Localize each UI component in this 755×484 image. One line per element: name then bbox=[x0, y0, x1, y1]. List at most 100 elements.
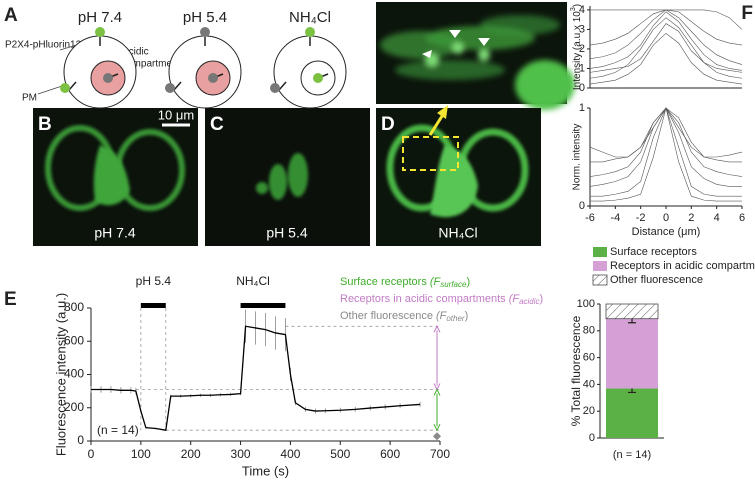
legend-close: ) bbox=[540, 293, 544, 305]
legend-swatch bbox=[592, 274, 608, 286]
receptor-stem bbox=[278, 81, 287, 91]
legend-label: Surface receptors bbox=[610, 246, 697, 258]
micrograph-ph54 bbox=[205, 108, 370, 246]
y-tick-label: 200 bbox=[64, 400, 84, 414]
x-tick-label: 0 bbox=[663, 212, 669, 224]
y-tick-label: 600 bbox=[64, 333, 84, 347]
y-tick-label: 4 bbox=[579, 4, 585, 16]
y-tick-label: 2 bbox=[579, 43, 585, 55]
x-tick-label: 600 bbox=[380, 447, 400, 461]
compartment-label: Acidic bbox=[122, 47, 149, 58]
axis bbox=[589, 108, 742, 207]
legend-entry: Surface receptors (Fsurface) bbox=[340, 276, 470, 289]
y-axis-label: Intensity (a.u x 103) bbox=[570, 4, 583, 90]
x-tick-label: 400 bbox=[280, 447, 300, 461]
image-caption: NH₄Cl bbox=[438, 225, 477, 241]
axis bbox=[589, 6, 742, 89]
receptor-stem bbox=[173, 81, 182, 91]
y-axis-label-sup: 3 bbox=[570, 7, 577, 11]
legend-entry: Other fluorescence (Fother) bbox=[340, 310, 468, 323]
y-tick-label: 400 bbox=[64, 367, 84, 381]
x-tick-label: 6 bbox=[739, 212, 745, 224]
legend-entry: Receptors in acidic compartments (Facidic… bbox=[340, 293, 543, 306]
receptor bbox=[103, 73, 113, 83]
profile-trace bbox=[589, 23, 743, 73]
panel-label: D bbox=[381, 114, 395, 135]
y-tick-label: 3 bbox=[579, 23, 585, 35]
membrane-label: PM bbox=[22, 93, 37, 104]
x-axis-label: Time (s) bbox=[242, 463, 289, 478]
x-tick-label: 700 bbox=[430, 447, 450, 461]
profile-trace bbox=[589, 11, 743, 71]
y-tick-label: 0 bbox=[579, 200, 585, 212]
panel-label: B bbox=[38, 114, 52, 135]
receptor bbox=[305, 27, 315, 37]
receptor-stem bbox=[68, 81, 77, 91]
condition-title: pH 5.4 bbox=[183, 9, 227, 26]
profile-trace bbox=[590, 107, 742, 163]
x-tick-label: -6 bbox=[585, 212, 595, 224]
guide-line bbox=[135, 308, 440, 431]
bar-segment bbox=[605, 303, 659, 320]
micrograph-ph74 bbox=[33, 108, 198, 246]
receptor bbox=[313, 73, 323, 83]
panel-label: E bbox=[4, 289, 17, 310]
receptor bbox=[165, 83, 175, 93]
bar-segment bbox=[606, 388, 658, 438]
y-tick-label: 1 bbox=[579, 62, 585, 74]
x-tick-label: 500 bbox=[330, 447, 350, 461]
y-axis-label: % Total fluorescence bbox=[569, 315, 583, 426]
x-tick-label: 4 bbox=[714, 212, 720, 224]
legend-label: Receptors in acidic compartments bbox=[610, 260, 755, 272]
image-caption: pH 5.4 bbox=[266, 225, 307, 241]
y-tick-label: 0 bbox=[77, 433, 84, 447]
x-tick-label: 200 bbox=[181, 447, 201, 461]
micrograph-zoom bbox=[376, 2, 575, 110]
legend-symbol: (F bbox=[430, 276, 442, 288]
trace bbox=[91, 325, 421, 431]
x-tick-label: 300 bbox=[231, 447, 251, 461]
y-axis-label: Norm. intensity bbox=[572, 124, 583, 191]
receptor-label: P2X4-pHluorin123 bbox=[5, 40, 87, 51]
x-tick-label: 100 bbox=[131, 447, 151, 461]
legend-label: Other fluorescence bbox=[610, 274, 703, 286]
profile-trace bbox=[589, 107, 743, 158]
panel-label: F bbox=[741, 3, 753, 24]
profile-trace bbox=[590, 9, 743, 30]
legend-close: ) bbox=[466, 276, 470, 288]
other-marker bbox=[433, 432, 441, 441]
legend-label: Other fluorescence bbox=[340, 310, 433, 322]
legend-close: ) bbox=[465, 310, 469, 322]
panel-label: C bbox=[210, 114, 224, 135]
y-tick-label: 800 bbox=[64, 300, 84, 314]
annotation: (n = 14) bbox=[613, 449, 651, 461]
micrograph-nh4cl bbox=[376, 105, 541, 246]
legend-label: Surface receptors bbox=[340, 276, 427, 288]
condition-title: pH 7.4 bbox=[78, 9, 122, 26]
profile-trace bbox=[589, 107, 743, 177]
annotation: (n = 14) bbox=[97, 423, 139, 437]
arrow-head bbox=[433, 388, 441, 432]
profile-trace bbox=[589, 32, 743, 85]
treatment-bar bbox=[140, 303, 166, 308]
legend-symbol: (F bbox=[436, 310, 448, 322]
y-tick-label: 100 bbox=[577, 298, 595, 310]
receptor bbox=[60, 83, 70, 93]
x-tick-label: -4 bbox=[610, 212, 620, 224]
y-tick-label: 60 bbox=[583, 352, 595, 364]
x-tick-label: -2 bbox=[636, 212, 646, 224]
legend-subscript: other bbox=[446, 314, 465, 323]
receptor bbox=[200, 27, 210, 37]
x-tick-label: 2 bbox=[688, 212, 694, 224]
y-axis-label-text: Intensity (a.u x 10 bbox=[572, 11, 583, 90]
legend-symbol: (F bbox=[509, 293, 521, 305]
condition-title: NH₄Cl bbox=[289, 9, 331, 26]
y-tick-label: 20 bbox=[583, 405, 595, 417]
y-axis-label: Fluorescence intensity (a.u.) bbox=[53, 293, 68, 456]
legend-subscript: surface bbox=[440, 280, 467, 289]
y-tick-label: 0 bbox=[589, 432, 595, 444]
receptor bbox=[95, 27, 105, 37]
profile-trace bbox=[590, 107, 742, 197]
scale-bar-label: 10 μm bbox=[158, 107, 194, 122]
legend-swatch bbox=[593, 247, 607, 257]
